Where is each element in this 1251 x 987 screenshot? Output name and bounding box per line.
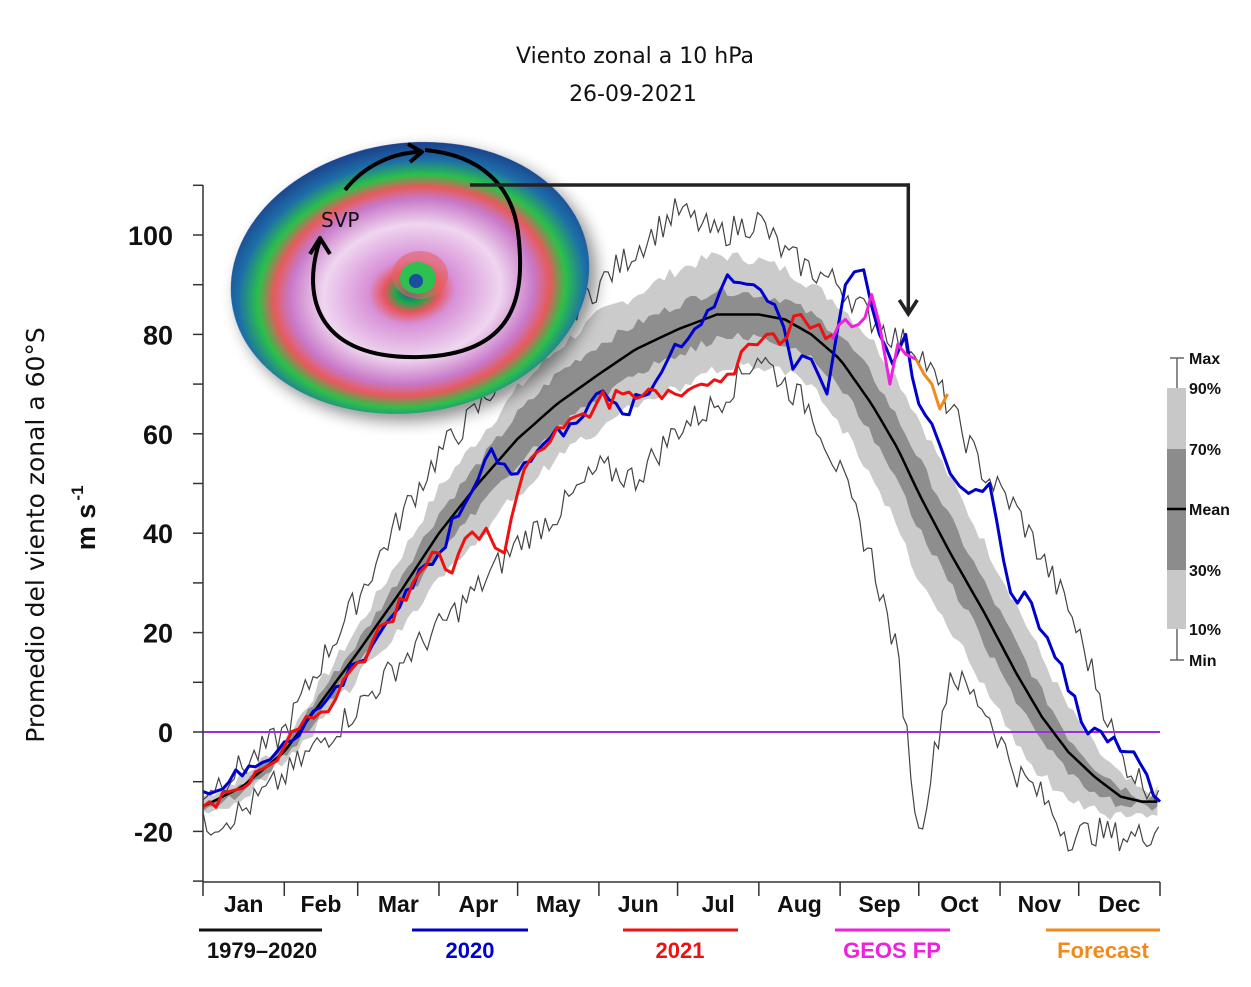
vortex-inset: SVP (230, 141, 590, 415)
inset-date: 26-09-2021 (569, 82, 697, 107)
series-legend: 1979–2020 2020 2021 GEOS FP Forecast (199, 928, 1160, 963)
legend-label-geos-fp: GEOS FP (843, 938, 941, 963)
legend-mean: Mean (1189, 502, 1230, 519)
x-tick-label-mar: Mar (378, 891, 419, 917)
legend-label-forecast: Forecast (1057, 938, 1149, 963)
legend-p30: 30% (1189, 563, 1221, 580)
legend-max: Max (1189, 351, 1220, 368)
band-10-90-percentile (203, 252, 1158, 821)
min-max-lines (202, 198, 1160, 852)
series-line-forecast (914, 358, 949, 411)
legend-min: Min (1189, 653, 1217, 670)
x-tick-label-nov: Nov (1018, 891, 1062, 917)
axes: 100 80 60 40 20 0 -20 Jan Feb Mar Apr May Jun Jul Aug… (128, 184, 1161, 917)
legend-label-climatology: 1979–2020 (207, 938, 317, 963)
x-tick-label-jun: Jun (618, 891, 659, 917)
x-tick-label-oct: Oct (940, 891, 979, 917)
inset-title: Viento zonal a 10 hPa (516, 44, 754, 69)
x-tick-label-dec: Dec (1098, 891, 1140, 917)
y-ticks: 100 80 60 40 20 0 -20 (128, 184, 203, 882)
connector-arrow (470, 183, 911, 312)
x-tick-label-aug: Aug (777, 891, 822, 917)
legend-p70: 70% (1189, 442, 1221, 459)
vortex-center (409, 274, 423, 288)
unit-text: m s (71, 504, 101, 551)
y-tick-label: -20 (134, 817, 173, 847)
y-axis-label: Promedio del viento zonal a 60°S (21, 327, 50, 743)
x-tick-label-jul: Jul (702, 891, 735, 917)
min-line (202, 356, 1160, 852)
legend-p90: 90% (1189, 381, 1221, 398)
legend-label-2020: 2020 (446, 938, 495, 963)
y-tick-label: 20 (143, 619, 173, 649)
legend-p10: 10% (1189, 622, 1221, 639)
x-tick-label-may: May (536, 891, 581, 917)
percentile-legend: Max 90% 70% Mean 30% 10% Min (1167, 351, 1230, 670)
band-30-70-percentile (203, 285, 1158, 812)
rotation-arrow-top (343, 150, 419, 192)
y-tick-label: 100 (128, 221, 173, 251)
series-line-2021 (202, 313, 834, 809)
max-line (202, 198, 1160, 801)
series-line-2020 (202, 268, 1162, 803)
y-axis-unit: m s -1 (68, 485, 101, 550)
x-ticks: Jan Feb Mar Apr May Jun Jul Aug Sep Oct Nov Dec (202, 882, 1161, 917)
arrowhead-icon (407, 142, 424, 164)
x-tick-label-feb: Feb (301, 891, 342, 917)
series-lines (202, 268, 1162, 809)
y-tick-label: 60 (143, 420, 173, 450)
y-tick-label: 40 (143, 519, 173, 549)
arrowhead-icon (308, 236, 332, 256)
legend-label-2021: 2021 (656, 938, 705, 963)
x-tick-label-apr: Apr (458, 891, 498, 917)
series-line-geos-fp (830, 293, 917, 386)
x-tick-label-jan: Jan (224, 891, 264, 917)
climatology-mean-line (202, 313, 1158, 808)
unit-exponent: -1 (68, 485, 87, 500)
y-tick-label: 0 (158, 718, 173, 748)
y-tick-label: 80 (143, 320, 173, 350)
percentile-bands (203, 252, 1158, 821)
x-tick-label-sep: Sep (858, 891, 900, 917)
rotation-arrow-loop (311, 148, 523, 360)
svp-label: SVP (321, 208, 359, 232)
arrow-down-icon (897, 299, 919, 318)
